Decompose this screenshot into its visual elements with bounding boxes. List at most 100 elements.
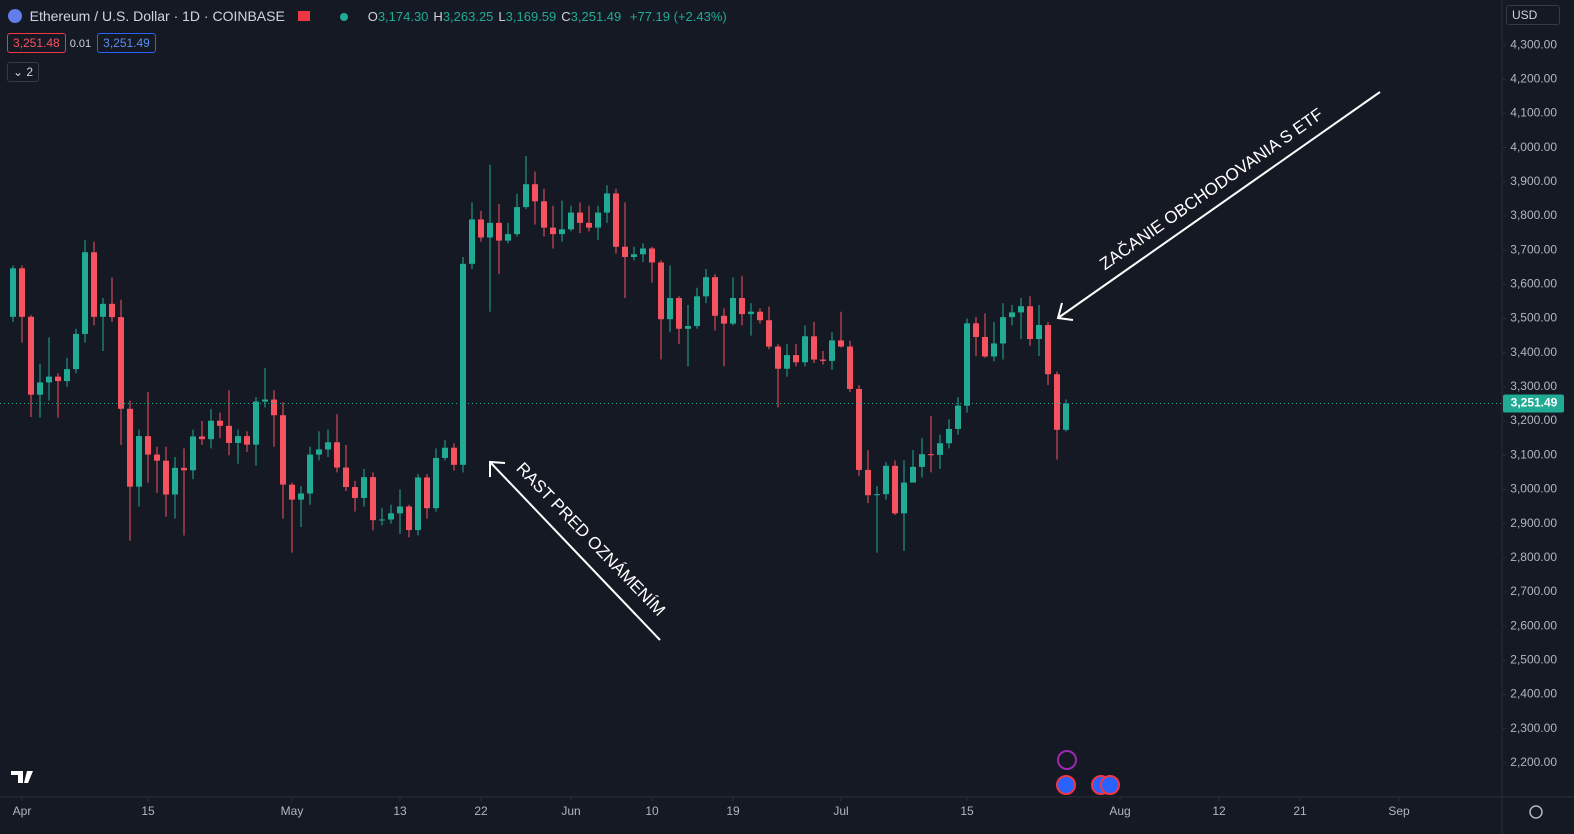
indicators: ⌄ 2 xyxy=(7,62,43,82)
candle-body xyxy=(757,311,763,321)
x-tick-label: Sep xyxy=(1388,804,1410,818)
y-tick-label: 4,100.00 xyxy=(1510,106,1557,120)
indicators-toggle[interactable]: ⌄ 2 xyxy=(7,62,40,82)
ohlc-label: L xyxy=(498,9,506,24)
y-tick-label: 3,200.00 xyxy=(1510,413,1557,427)
candle-body xyxy=(208,420,214,440)
candle-body xyxy=(541,201,547,228)
x-tick-label: Apr xyxy=(13,804,32,818)
candle-body xyxy=(577,212,583,223)
bid[interactable]: 3,251.48 xyxy=(7,33,66,53)
candle-body xyxy=(415,477,421,531)
candle-body xyxy=(361,477,367,498)
candle-body xyxy=(883,465,889,495)
last-price-label: 3,251.49 xyxy=(1511,396,1558,410)
ohlc-value: 3,263.25 xyxy=(442,9,494,24)
y-tick-label: 2,500.00 xyxy=(1510,652,1557,666)
last-price-box xyxy=(1503,394,1564,413)
candle-body xyxy=(217,420,223,426)
candle-body xyxy=(370,477,376,521)
candle-body xyxy=(487,222,493,238)
y-tick-label: 2,600.00 xyxy=(1510,618,1557,632)
y-tick-label: 2,900.00 xyxy=(1510,516,1557,530)
candle-body xyxy=(523,184,529,208)
x-tick-label: 10 xyxy=(645,804,659,818)
event-icon[interactable] xyxy=(1057,750,1077,770)
candle-body xyxy=(451,447,457,465)
candle-body xyxy=(244,436,250,445)
candle-body xyxy=(73,333,79,370)
y-tick-label: 2,300.00 xyxy=(1510,721,1557,735)
symbol-icon xyxy=(8,9,22,23)
ohlc-label: H xyxy=(433,9,443,24)
y-tick-label: 3,400.00 xyxy=(1510,345,1557,359)
candles xyxy=(10,156,1069,553)
candle-body xyxy=(1027,306,1033,340)
candle-body xyxy=(172,467,178,495)
x-tick-label: 13 xyxy=(393,804,407,818)
candle-body xyxy=(739,298,745,315)
candle-body xyxy=(910,466,916,483)
y-tick-label: 2,200.00 xyxy=(1510,755,1557,769)
x-tick-label: 21 xyxy=(1293,804,1307,818)
candle-body xyxy=(901,482,907,514)
candle-body xyxy=(352,487,358,498)
candle-body xyxy=(307,454,313,494)
ohlc-label: C xyxy=(561,9,571,24)
candle-body xyxy=(856,388,862,470)
event-icon[interactable] xyxy=(1056,775,1076,795)
candle-body xyxy=(109,303,115,318)
y-tick-label: 3,300.00 xyxy=(1510,379,1557,393)
y-tick-label: 3,700.00 xyxy=(1510,242,1557,256)
y-tick-label: 3,100.00 xyxy=(1510,447,1557,461)
event-icon[interactable] xyxy=(1100,775,1120,795)
candle-body xyxy=(703,277,709,297)
y-tick-label: 4,200.00 xyxy=(1510,71,1557,85)
candle-body xyxy=(991,343,997,357)
y-tick-label: 4,300.00 xyxy=(1510,37,1557,51)
candle-body xyxy=(514,207,520,235)
y-tick-label: 3,900.00 xyxy=(1510,174,1557,188)
candle-body xyxy=(892,465,898,514)
currency: USD xyxy=(1506,5,1564,25)
y-tick-label: 4,000.00 xyxy=(1510,140,1557,154)
candle-body xyxy=(676,298,682,329)
candle-body xyxy=(667,298,673,320)
flag-icon[interactable] xyxy=(298,11,311,21)
x-tick-label: 12 xyxy=(1212,804,1226,818)
candle-body xyxy=(154,454,160,461)
symbol-title[interactable]: Ethereum / U.S. Dollar · 1D · COINBASE xyxy=(29,8,285,24)
candle-body xyxy=(262,399,268,402)
candle-body xyxy=(793,355,799,363)
candle-body xyxy=(100,303,106,317)
candle-body xyxy=(1036,325,1042,340)
candle-body xyxy=(325,442,331,450)
candle-body xyxy=(46,376,52,383)
candle-body xyxy=(1000,317,1006,344)
x-tick-label: Aug xyxy=(1109,804,1130,818)
candle-body xyxy=(82,252,88,334)
candle-body xyxy=(1045,325,1051,375)
candle-body xyxy=(919,454,925,467)
candle-body xyxy=(190,436,196,471)
settings-icon[interactable] xyxy=(1529,805,1543,819)
candle-body xyxy=(64,369,70,382)
candle-body xyxy=(1054,374,1060,430)
candle-body xyxy=(118,317,124,409)
candle-body xyxy=(127,408,133,487)
candle-body xyxy=(865,469,871,496)
candle-body xyxy=(775,346,781,369)
candle-body xyxy=(964,323,970,406)
x-tick-label: May xyxy=(281,804,304,818)
currency-select[interactable]: USD xyxy=(1506,5,1560,25)
candle-body xyxy=(289,484,295,500)
candle-body xyxy=(550,227,556,235)
candle-body xyxy=(226,425,232,443)
ask[interactable]: 3,251.49 xyxy=(97,33,156,53)
candle-body xyxy=(928,454,934,456)
candle-body xyxy=(730,298,736,324)
candle-body xyxy=(640,248,646,255)
